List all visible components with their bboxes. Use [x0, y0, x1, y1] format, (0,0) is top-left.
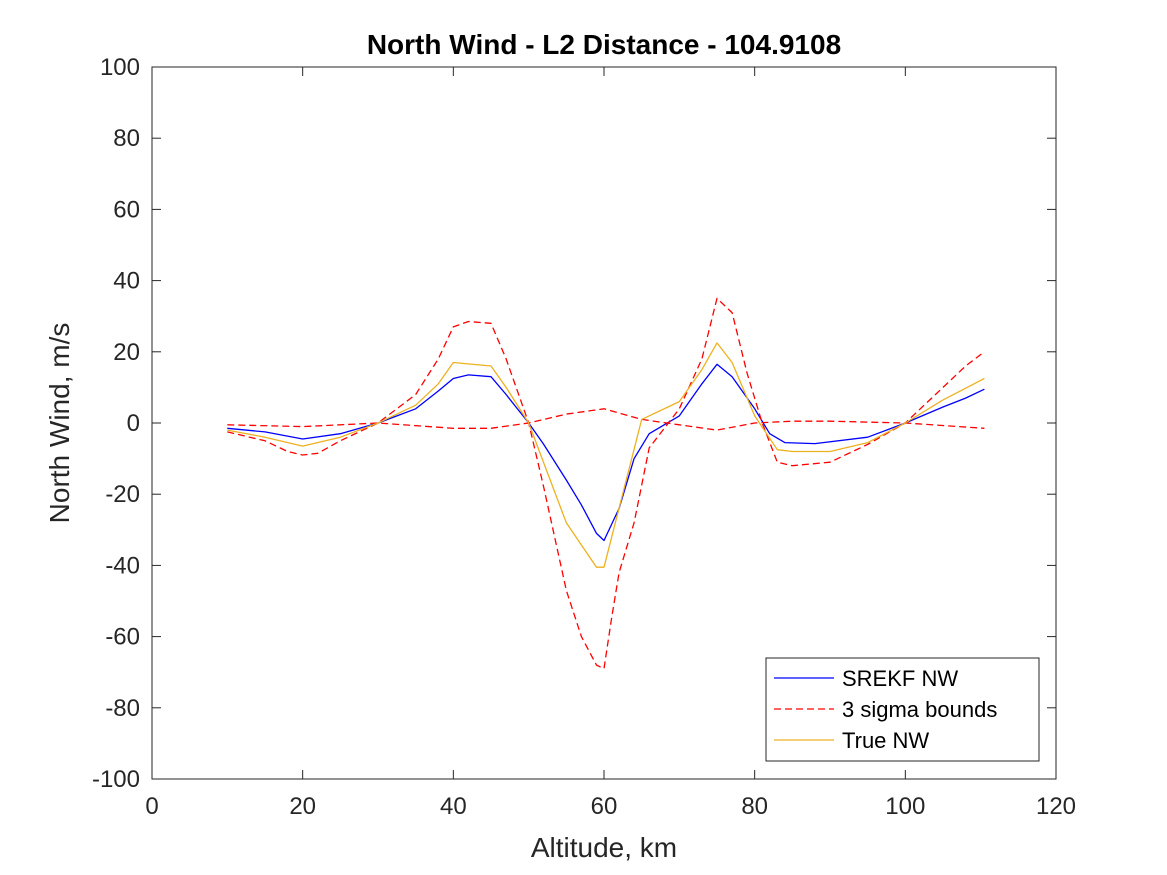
- x-tick-label: 0: [145, 793, 158, 820]
- y-axis-title: North Wind, m/s: [44, 323, 75, 524]
- series-line-3: [227, 342, 985, 568]
- legend-label: SREKF NW: [842, 666, 958, 691]
- y-tick-label: 100: [100, 54, 140, 81]
- x-axis-title: Altitude, km: [531, 832, 677, 863]
- legend: SREKF NW 3 sigma bounds True NW: [765, 657, 1040, 762]
- y-tick-label: -40: [105, 552, 140, 579]
- y-tick-label: 60: [113, 196, 140, 223]
- x-tick-label: 120: [1036, 793, 1076, 820]
- y-tick-label: 80: [113, 125, 140, 152]
- y-tick-label: -80: [105, 695, 140, 722]
- y-tick-label: -60: [105, 624, 140, 651]
- y-tick-label: -20: [105, 481, 140, 508]
- x-tick-label: 20: [289, 793, 316, 820]
- legend-label: True NW: [842, 728, 929, 753]
- x-tick-label: 60: [591, 793, 618, 820]
- axes: 0 20 40 60 80 100 120 -100 -80 -60 -40 -20 0 20 40 60 80…: [92, 54, 1076, 820]
- y-tick-label: 40: [113, 268, 140, 295]
- y-tick-label: 20: [113, 339, 140, 366]
- legend-label: 3 sigma bounds: [842, 697, 997, 722]
- x-tick-label: 40: [440, 793, 467, 820]
- chart-title: North Wind - L2 Distance - 104.9108: [367, 29, 841, 60]
- x-tick-label: 100: [885, 793, 925, 820]
- series-line-1: [227, 297, 985, 670]
- series-line-2: [227, 408, 985, 431]
- x-tick-label: 80: [741, 793, 768, 820]
- y-tick-label: -100: [92, 766, 140, 793]
- plot-area: [227, 297, 985, 670]
- y-tick-label: 0: [127, 410, 140, 437]
- series-line-0: [227, 363, 985, 542]
